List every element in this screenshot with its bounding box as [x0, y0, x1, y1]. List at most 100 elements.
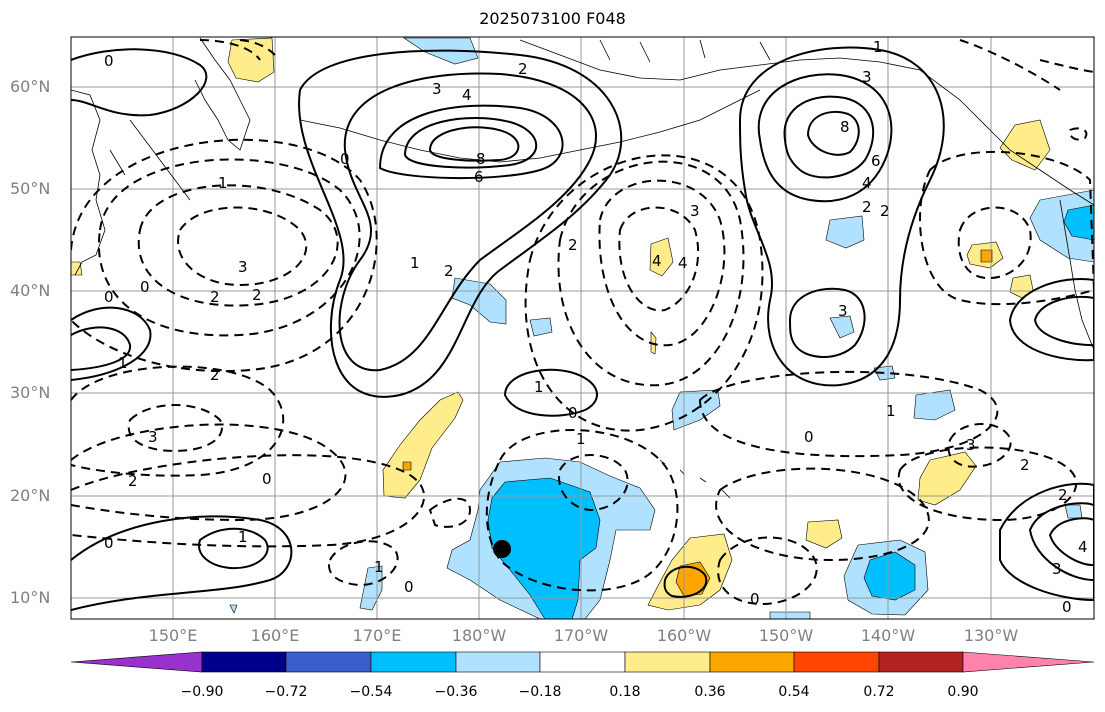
negative-shade [873, 365, 896, 381]
contour-line [783, 95, 875, 179]
contour-line [378, 104, 564, 180]
contour-label: 3 [690, 202, 700, 220]
north-america-coast [1059, 199, 1094, 351]
contour-label: 2 [518, 60, 528, 78]
contour-line [199, 39, 276, 61]
lon-label: 150°W [758, 626, 814, 645]
positive-shade [1009, 274, 1034, 299]
contour-label: 3 [966, 436, 976, 454]
contour-line [788, 287, 866, 358]
contour-line [71, 454, 426, 548]
colorbar-label: 0.90 [947, 684, 979, 700]
contour-line [137, 184, 339, 307]
contour-label: 0 [568, 404, 578, 422]
contour-label: 2 [862, 198, 872, 216]
lon-label: 160°E [250, 626, 300, 645]
contour-label: 2 [210, 366, 220, 384]
contour-label: 0 [750, 590, 760, 608]
contour-line [959, 39, 1094, 91]
contour-label: 1 [374, 558, 384, 576]
colorbar-label: 0.72 [863, 684, 895, 700]
contour-labels: 0 2 3 4 8 6 1 3 8 6 4 2 2 3 1 0 2 2 3 2 … [104, 38, 1088, 616]
contour-label: 1 [238, 528, 248, 546]
colorbar-label: 0.18 [609, 684, 641, 700]
colorbar-label: −0.18 [518, 684, 562, 700]
contour-line [338, 72, 597, 372]
contour-label: 8 [476, 150, 486, 168]
contour-line [71, 515, 293, 611]
colorbar-label: −0.90 [180, 684, 224, 700]
negative-shade [913, 389, 956, 421]
colorbar-label: 0.54 [778, 684, 810, 700]
contour-label: 3 [432, 80, 442, 98]
contour-line [557, 160, 745, 387]
contour-line [715, 467, 930, 562]
positive-shade [999, 119, 1051, 171]
contour-label: 0 [104, 534, 114, 552]
contour-label: 6 [474, 168, 484, 186]
negative-shade [229, 604, 238, 614]
contour-label: 3 [862, 68, 872, 86]
contour-label: 2 [444, 262, 454, 280]
colorbar-segment [624, 651, 711, 673]
contour-label: 2 [568, 236, 578, 254]
contour-line [1068, 127, 1088, 141]
negative-shade [1064, 504, 1083, 519]
contour-label: 2 [252, 286, 262, 304]
contour-label: 4 [462, 86, 472, 104]
contour-label: 2 [210, 288, 220, 306]
contour-line [663, 565, 708, 598]
lon-label: 170°E [352, 626, 402, 645]
kamchatka-coastline [194, 37, 251, 151]
contour-line [177, 206, 308, 287]
sakhalin-kurils [109, 119, 191, 201]
contour-line [1048, 517, 1094, 567]
contour-line [428, 497, 472, 528]
lat-label: 50°N [10, 179, 51, 198]
colorbar-segment [201, 651, 287, 673]
map-plot-area: 0 2 3 4 8 6 1 3 8 6 4 2 2 3 1 0 2 2 3 2 … [71, 37, 1094, 619]
contour-line [71, 48, 208, 117]
asia-coastline [71, 89, 106, 276]
colorbar-label: −0.72 [264, 684, 308, 700]
contour-line [71, 326, 132, 371]
contour-line [999, 482, 1094, 602]
negative-shade [769, 611, 811, 619]
contour-line [947, 423, 1012, 468]
contour-label: 3 [838, 302, 848, 320]
lat-label: 20°N [10, 486, 51, 505]
contour-line [618, 206, 700, 312]
colorbar-segment [285, 651, 372, 673]
contour-line [503, 368, 598, 417]
colorbar-extend-left [70, 651, 203, 673]
contour-line [598, 179, 726, 347]
contour-label: 3 [238, 258, 248, 276]
contour-label: 2 [880, 202, 890, 220]
colorbar-label: −0.36 [434, 684, 478, 700]
contour-line [298, 49, 623, 398]
colorbar-segment [793, 651, 880, 673]
hawaiian-islands [659, 459, 731, 499]
contour-line [198, 527, 269, 570]
negative-shade [829, 315, 855, 339]
colorbar-segment [370, 651, 457, 673]
contour-line [97, 158, 361, 337]
contour-label: 1 [218, 174, 228, 192]
positive-shade [71, 261, 83, 276]
contour-line [428, 126, 520, 162]
contour-label: 4 [1078, 538, 1088, 556]
positive-shade-strong [402, 461, 412, 471]
alaska-coastline [519, 39, 1094, 206]
contour-label: 6 [871, 152, 881, 170]
contour-label: 1 [118, 354, 128, 372]
contour-line [757, 73, 893, 203]
contour-line [558, 454, 629, 512]
aleutian-islands [299, 89, 761, 163]
colorbar-extend-right [962, 651, 1095, 673]
contour-label: 8 [840, 118, 850, 136]
center-point-marker [493, 540, 511, 558]
contour-label: 1 [873, 38, 883, 56]
colorbar-segment [455, 651, 541, 673]
contour-line [127, 404, 223, 452]
